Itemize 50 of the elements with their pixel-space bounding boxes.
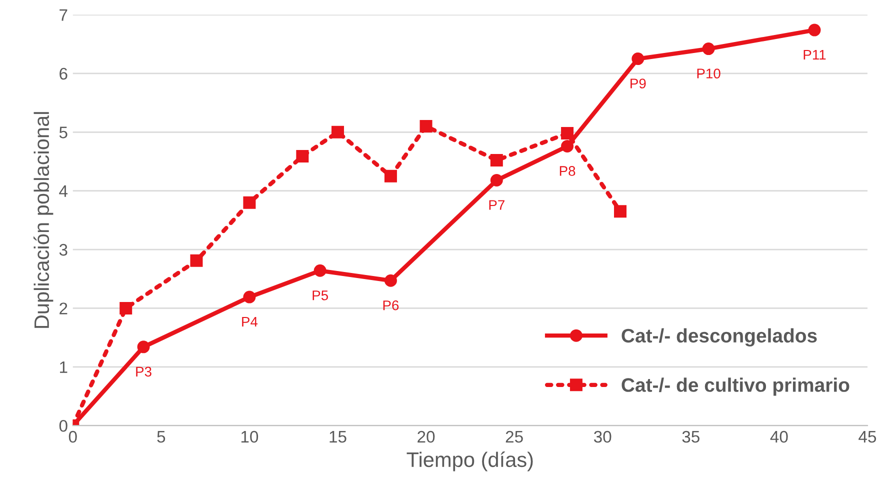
point	[120, 302, 132, 314]
annotation: P11	[804, 50, 826, 60]
y-tick-label: 1	[60, 361, 68, 373]
x-tick-label: 30	[594, 430, 612, 443]
annotation: P8	[560, 166, 576, 176]
x-tick-label: 35	[682, 430, 700, 443]
y-tick-label: 5	[59, 126, 68, 138]
y-tick-label: 4	[59, 185, 68, 197]
x-axis-title: Tiempo (días)	[406, 452, 533, 472]
annotation: P4	[242, 317, 258, 327]
x-tick-label: 15	[330, 431, 346, 443]
y-tick-label: 2	[60, 302, 68, 314]
point	[384, 170, 397, 182]
y-tick-label: 3	[59, 244, 68, 256]
point	[420, 120, 432, 133]
x-tick-label: 0	[68, 430, 77, 443]
y-tick-label: 6	[60, 68, 68, 80]
legend-label: Cat-/- de cultivo primario	[622, 378, 850, 396]
x-tick-label: 10	[241, 430, 258, 443]
x-tick-label: 45	[858, 431, 876, 443]
point	[243, 196, 256, 209]
point	[137, 340, 150, 354]
annotation: P3	[136, 366, 152, 377]
x-tick-label: 5	[157, 431, 166, 443]
point	[490, 174, 503, 187]
annotation: P10	[697, 68, 720, 78]
point	[243, 290, 256, 304]
point	[190, 254, 203, 267]
annotation: P6	[383, 300, 399, 310]
x-tick-label: 40	[770, 430, 788, 443]
point	[808, 24, 821, 36]
y-axis-title: Duplicación poblacional	[34, 112, 54, 328]
annotation: P7	[489, 200, 504, 210]
point	[614, 205, 627, 218]
annotation: P9	[630, 78, 646, 88]
y-tick-label: 7	[60, 9, 68, 21]
legend-label: Cat-/- descongelados	[622, 328, 817, 347]
point	[561, 127, 574, 140]
point	[331, 126, 344, 138]
point	[561, 140, 574, 152]
x-tick-label: 25	[506, 430, 523, 443]
point	[632, 52, 644, 66]
y-tick-label: 0	[59, 420, 68, 432]
point	[490, 154, 503, 167]
point	[702, 42, 715, 56]
point	[314, 264, 326, 277]
annotation: P5	[312, 290, 328, 300]
point	[384, 274, 397, 287]
point	[296, 150, 309, 162]
x-tick-label: 20	[418, 430, 435, 443]
